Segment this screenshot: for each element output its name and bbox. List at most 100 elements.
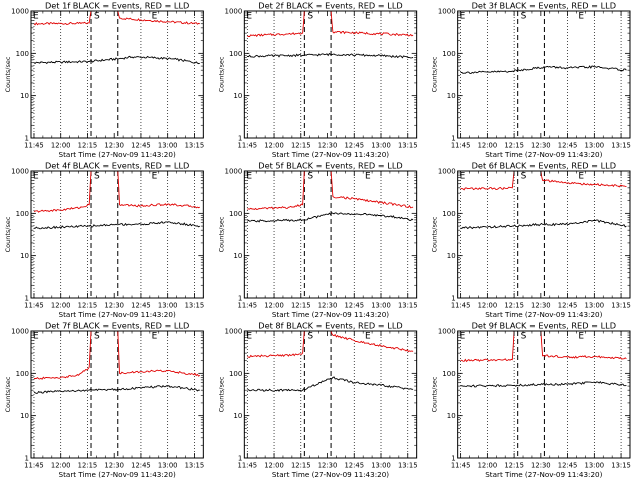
y-axis-label: Counts/sec [4,56,12,92]
events-series-line [247,52,414,59]
x-tick-label: 12:45 [131,302,151,310]
plot-frame [457,170,631,299]
events-series-line [460,65,627,74]
events-series-line [33,220,201,230]
x-tick-label: 13:15 [611,142,631,150]
plot-frame [457,10,631,139]
chart-title: Det 3f BLACK = Events, RED = LLD [472,1,616,11]
lld-series-line [247,330,414,358]
x-axis-label: Start Time (27-Nov-09 11:43:20) [272,150,389,159]
y-tick-label: 1000 [11,328,29,336]
chart-title: Det 6f BLACK = Events, RED = LLD [472,161,616,171]
x-tick-label: 13:00 [371,462,391,470]
y-tick-label: 100 [16,210,29,218]
x-tick-label: 13:15 [398,462,418,470]
x-tick-label: 12:30 [318,462,338,470]
x-tick-label: 12:30 [531,142,551,150]
y-tick-label: 1 [451,295,455,303]
x-tick-label: 12:00 [478,142,498,150]
lld-series-line [247,10,414,38]
y-axis-label: Counts/sec [4,376,12,412]
x-tick-label: 12:45 [344,302,364,310]
x-axis-label: Start Time (27-Nov-09 11:43:20) [272,310,389,319]
x-tick-label: 12:00 [51,462,71,470]
x-tick-label: 13:00 [158,462,178,470]
x-tick-label: 12:45 [558,142,578,150]
start-marker-label: S [521,172,527,182]
y-tick-label: 10 [447,412,456,420]
y-tick-label: 100 [229,370,242,378]
x-tick-label: 12:45 [344,142,364,150]
x-tick-label: 13:15 [185,302,205,310]
chart-title: Det 4f BLACK = Events, RED = LLD [45,161,189,171]
events-series-line [460,380,627,388]
lld-series-line [460,170,627,191]
end-marker-label: E [365,172,371,182]
chart-panel-4: Det 4f BLACK = Events, RED = LLD Counts/s… [4,161,204,320]
y-tick-label: 1000 [225,8,243,16]
x-tick-label: 11:45 [24,462,44,470]
x-tick-label: 12:15 [78,462,98,470]
x-tick-label: 11:45 [238,142,258,150]
y-tick-label: 10 [20,252,29,260]
lld-series-line [33,170,201,213]
x-tick-label: 13:15 [185,142,205,150]
lld-series-line [247,170,414,211]
x-tick-label: 11:45 [24,302,44,310]
end-marker-label: E [246,12,252,22]
x-tick-label: 11:45 [238,462,258,470]
end-marker-label: E [578,12,584,22]
x-tick-label: 13:15 [398,302,418,310]
end-marker-label: E [246,172,252,182]
x-tick-label: 12:15 [504,142,524,150]
x-tick-label: 12:45 [558,462,578,470]
end-marker-label: E [460,172,466,182]
x-tick-label: 12:45 [131,142,151,150]
x-tick-label: 11:45 [238,302,258,310]
end-marker-label: E [152,12,158,22]
y-tick-label: 1 [451,135,455,143]
y-tick-label: 1 [25,455,29,463]
chart-panel-5: Det 5f BLACK = Events, RED = LLD Counts/s… [217,161,417,320]
lld-series-line [33,10,200,26]
events-series-line [247,376,414,392]
y-tick-label: 1000 [438,328,456,336]
y-tick-label: 1000 [11,8,29,16]
start-marker-label: S [307,12,313,22]
x-tick-label: 11:45 [451,302,471,310]
x-tick-label: 12:15 [291,142,311,150]
x-tick-label: 11:45 [451,142,471,150]
x-tick-label: 13:15 [611,302,631,310]
x-axis-label: Start Time (27-Nov-09 11:43:20) [59,310,176,319]
y-tick-label: 1 [238,135,242,143]
end-marker-label: E [460,332,466,342]
end-marker-label: E [152,332,158,342]
plot-frame [30,170,204,299]
x-tick-label: 12:15 [504,462,524,470]
chart-panel-6: Det 6f BLACK = Events, RED = LLD Counts/s… [431,161,631,320]
y-tick-label: 100 [229,50,242,58]
lld-series-line [33,330,201,380]
end-marker-label: E [33,172,39,182]
chart-panel-3: Det 3f BLACK = Events, RED = LLD Counts/s… [431,1,631,160]
end-marker-label: E [365,12,371,22]
start-marker-label: S [94,12,100,22]
end-marker-label: E [246,332,252,342]
start-marker-label: S [94,332,100,342]
end-marker-label: E [578,172,584,182]
chart-title: Det 2f BLACK = Events, RED = LLD [258,1,402,11]
y-axis-label: Counts/sec [431,216,439,252]
end-marker-label: E [33,332,39,342]
x-tick-label: 12:15 [78,142,98,150]
y-tick-label: 10 [447,252,456,260]
x-tick-label: 12:30 [104,462,124,470]
x-tick-label: 13:00 [158,142,178,150]
y-tick-label: 10 [233,252,242,260]
plot-frame [243,170,418,299]
y-tick-label: 10 [233,412,242,420]
chart-title: Det 5f BLACK = Events, RED = LLD [258,161,402,171]
x-tick-label: 12:45 [558,302,578,310]
x-tick-label: 13:00 [371,302,391,310]
x-tick-label: 13:15 [611,462,631,470]
plot-frame [243,10,418,139]
